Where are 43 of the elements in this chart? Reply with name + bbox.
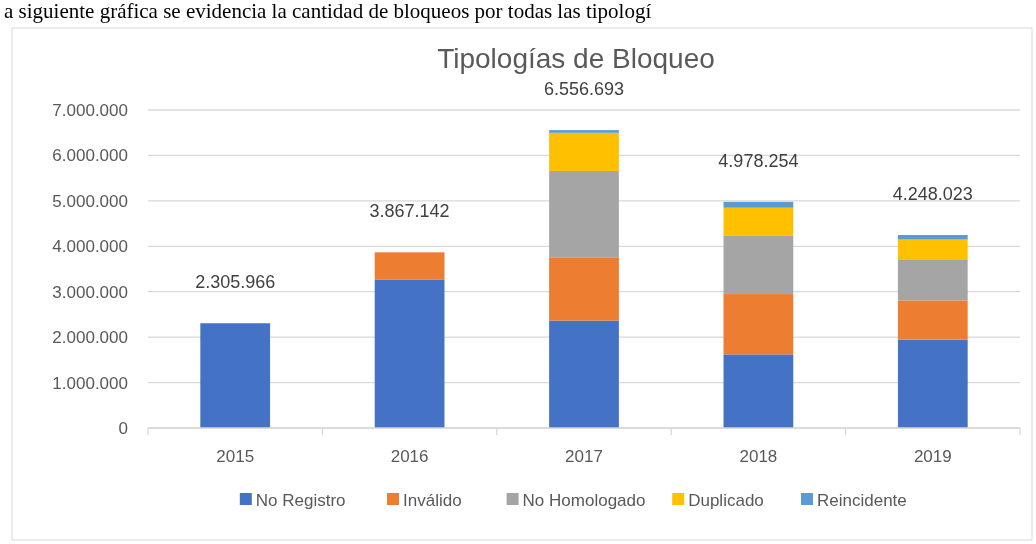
bar	[723, 207, 794, 236]
y-tick-label: 2.000.000	[52, 328, 128, 348]
x-tick-label: 2018	[739, 447, 778, 466]
total-label: 3.867.142	[369, 201, 450, 222]
bar	[549, 130, 619, 133]
bar	[549, 132, 619, 171]
bar	[897, 339, 968, 428]
x-tick-label: 2015	[216, 447, 255, 466]
y-tick-label: 7.000.000	[52, 100, 128, 120]
bar	[549, 257, 619, 321]
x-tick-label: 2016	[390, 447, 429, 466]
bar	[374, 252, 445, 280]
y-tick-label: 5.000.000	[52, 191, 128, 211]
bar	[897, 259, 968, 301]
bar	[549, 320, 619, 428]
legend-label: No Registro	[255, 490, 346, 510]
bar	[897, 239, 968, 260]
bar	[723, 294, 794, 355]
bar	[897, 300, 968, 340]
y-tick-label: 1.000.000	[52, 373, 128, 393]
y-tick-label: 0	[118, 418, 128, 438]
total-label: 4.248.023	[892, 184, 973, 205]
bar	[200, 323, 271, 428]
legend-label: Reincidente	[817, 490, 907, 510]
legend-label: Duplicado	[688, 490, 764, 510]
bar	[723, 235, 794, 295]
chart-title: Tipologías de Bloqueo	[437, 43, 715, 74]
total-label: 2.305.966	[195, 272, 276, 293]
x-tick-label: 2019	[913, 447, 952, 466]
legend-label: No Homologado	[522, 490, 646, 510]
total-label: 4.978.254	[718, 150, 799, 171]
y-tick-label: 4.000.000	[52, 237, 128, 257]
bar	[374, 279, 445, 428]
text: a siguiente gráfica se evidencia la cantidad de bloqueos por todas las tipologí	[4, 0, 652, 23]
bar	[723, 354, 794, 428]
y-tick-label: 6.000.000	[52, 146, 128, 166]
legend-label: Inválido	[403, 490, 462, 510]
x-tick-label: 2017	[565, 447, 603, 466]
bar	[723, 201, 794, 208]
bar	[897, 235, 968, 240]
total-label: 6.556.693	[543, 79, 625, 100]
bar	[549, 170, 619, 258]
y-tick-label: 3.000.000	[52, 282, 128, 302]
